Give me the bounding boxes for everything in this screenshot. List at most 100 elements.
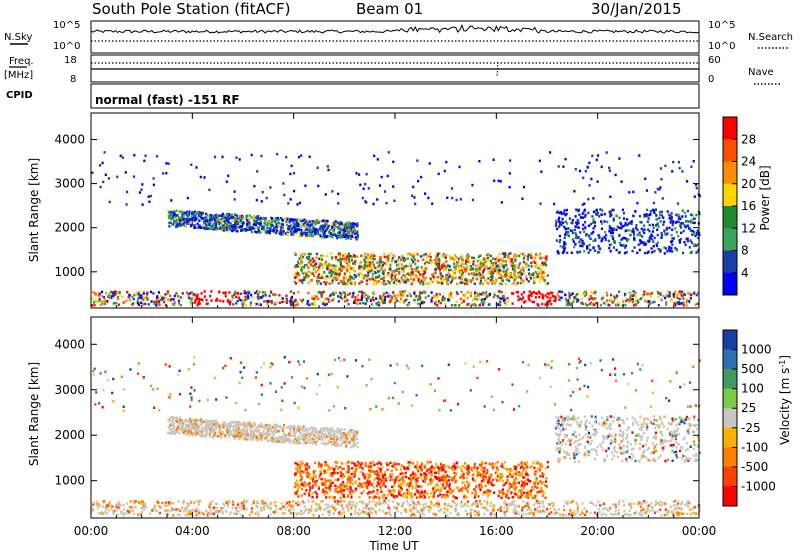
power-cell: [306, 276, 308, 279]
power-cell: [363, 277, 365, 280]
velocity-cell: [338, 503, 340, 506]
power-cell: [116, 176, 118, 179]
power-cell: [303, 266, 305, 269]
power-cell: [176, 224, 178, 227]
velocity-cell: [127, 510, 129, 513]
power-cell: [321, 277, 323, 280]
power-cell: [317, 282, 319, 285]
velocity-cell: [332, 512, 334, 515]
power-cell: [538, 296, 540, 299]
power-cell: [652, 230, 654, 233]
power-cell: [519, 298, 521, 301]
power-cell: [144, 296, 146, 299]
power-cell: [231, 214, 233, 217]
power-cell: [485, 291, 487, 294]
velocity-cell: [284, 507, 286, 510]
power-cell: [196, 294, 198, 297]
power-cell: [618, 157, 620, 160]
power-cell: [693, 218, 695, 221]
power-cell: [647, 221, 649, 224]
power-cell: [556, 239, 558, 242]
power-cell: [398, 267, 400, 270]
power-cell: [304, 185, 306, 188]
velocity-cell: [355, 505, 357, 508]
power-cell: [163, 301, 165, 304]
power-cell: [610, 250, 612, 253]
power-cell: [443, 265, 445, 268]
power-cell: [671, 212, 673, 215]
power-cell: [253, 223, 255, 226]
power-cell: [683, 304, 685, 307]
power-cell: [675, 292, 677, 295]
power-cell: [231, 230, 233, 233]
power-cell: [403, 266, 405, 269]
power-cell: [371, 303, 373, 306]
power-cell: [152, 292, 154, 295]
power-cell: [623, 212, 625, 215]
power-cell: [429, 259, 431, 262]
power-cell: [678, 161, 680, 164]
power-cell: [146, 298, 148, 301]
power-cell: [343, 276, 345, 279]
power-cell: [624, 304, 626, 307]
power-cell: [487, 272, 489, 275]
power-cell: [499, 263, 501, 266]
y-tick-label: 1000: [54, 265, 85, 279]
velocity-cell: [327, 506, 329, 509]
velocity-cell: [235, 509, 237, 512]
power-cell: [296, 264, 298, 267]
power-cell: [618, 234, 620, 237]
power-cell: [411, 195, 413, 198]
power-cell: [341, 297, 343, 300]
colorbar-swatch: [723, 251, 737, 274]
velocity-cell: [140, 507, 142, 510]
power-cell: [683, 241, 685, 244]
power-cell: [522, 253, 524, 256]
power-cell: [650, 296, 652, 299]
power-cell: [593, 227, 595, 230]
power-cell: [668, 227, 670, 230]
velocity-cell: [313, 514, 315, 517]
power-cell: [274, 294, 276, 297]
power-cell: [472, 277, 474, 280]
velocity-cell: [413, 513, 415, 516]
velocity-cell: [676, 504, 678, 507]
power-cell: [325, 277, 327, 280]
power-cell: [563, 209, 565, 212]
power-cell: [490, 255, 492, 257]
power-cell: [354, 233, 356, 236]
power-cell: [133, 154, 135, 157]
power-cell: [417, 271, 419, 274]
velocity-cell: [513, 503, 515, 506]
power-cell: [539, 202, 541, 205]
velocity-cell: [461, 505, 463, 508]
power-cell: [387, 295, 389, 298]
power-cell: [226, 224, 228, 227]
power-cell: [466, 265, 468, 268]
power-cell: [365, 302, 367, 305]
power-cell: [613, 219, 615, 222]
power-cell: [289, 225, 291, 228]
power-cell: [678, 216, 680, 219]
velocity-cell: [390, 514, 392, 517]
power-cell: [577, 226, 579, 229]
power-cell: [319, 228, 321, 231]
velocity-cell: [428, 506, 430, 509]
power-cell: [328, 301, 330, 304]
power-cell: [670, 215, 672, 218]
power-cell: [388, 254, 390, 257]
velocity-cell: [319, 507, 321, 510]
velocity-cell: [284, 512, 286, 515]
power-cell: [648, 217, 650, 220]
power-cell: [316, 230, 318, 233]
power-cell: [352, 292, 354, 295]
power-cell: [251, 216, 253, 219]
power-cell: [312, 272, 314, 275]
power-cell: [539, 273, 541, 276]
power-cell: [599, 208, 601, 211]
power-cell: [381, 281, 383, 284]
velocity-cell: [456, 503, 458, 506]
power-cell: [672, 224, 674, 227]
power-cell: [555, 220, 557, 223]
power-cell: [521, 293, 523, 296]
